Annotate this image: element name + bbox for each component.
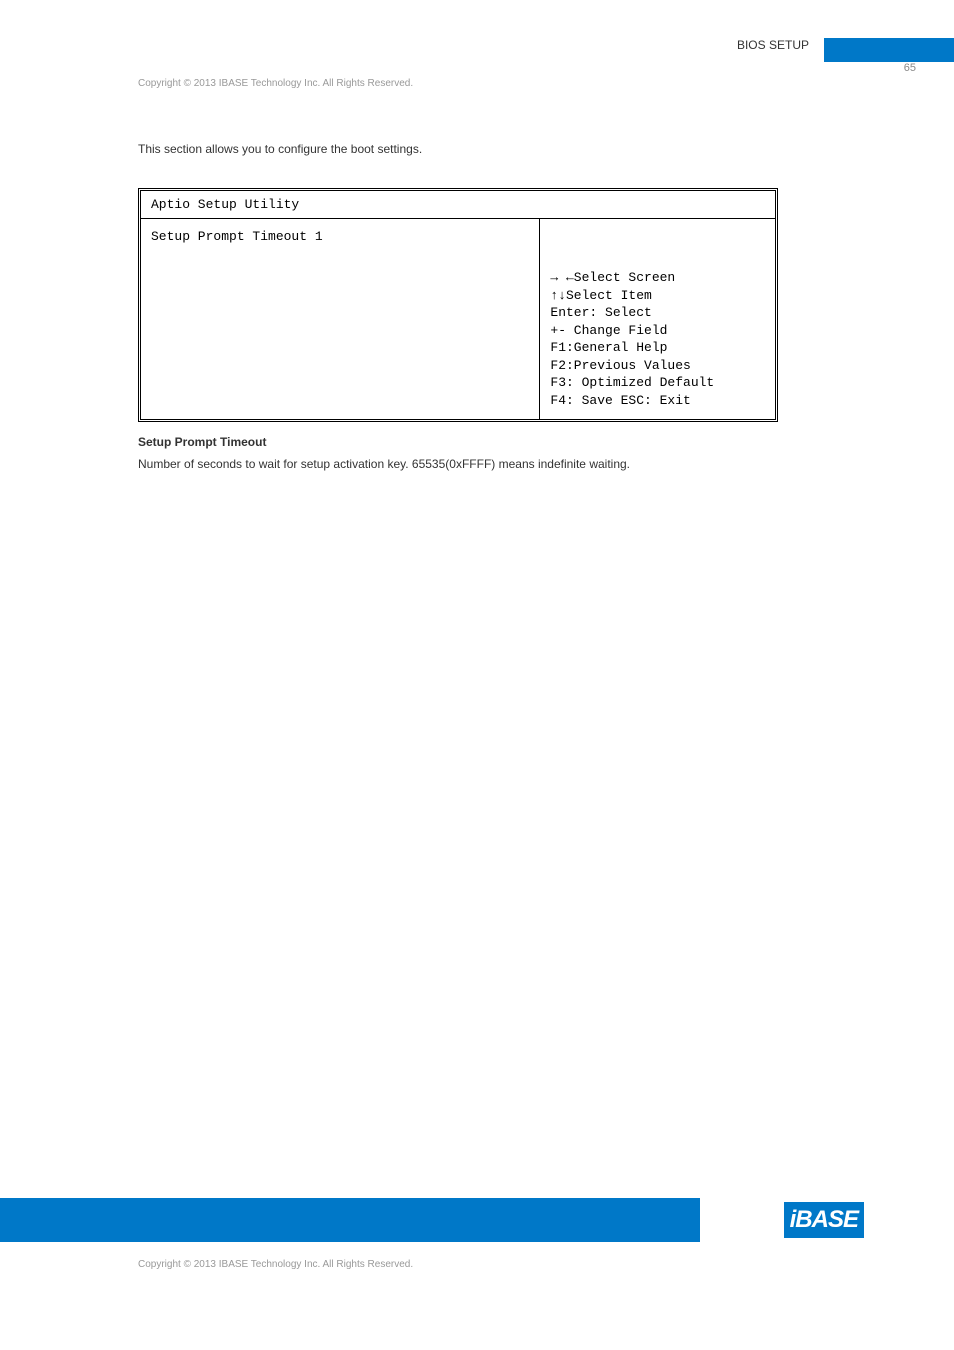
- bios-settings-panel: Setup Prompt Timeout 1: [141, 219, 540, 419]
- section-intro: This section allows you to configure the…: [138, 140, 778, 158]
- bios-title: Aptio Setup Utility: [141, 191, 775, 219]
- ibase-logo: iBASE: [784, 1198, 864, 1242]
- footer-blue-bar: [0, 1198, 700, 1242]
- help-select-item: ↑↓Select Item: [550, 287, 769, 305]
- bios-setup-box: Aptio Setup Utility Setup Prompt Timeout…: [138, 188, 778, 422]
- header-blue-bar: [824, 38, 954, 62]
- help-select-screen: → ←Select Screen: [550, 269, 769, 287]
- page-number: 65: [904, 62, 916, 74]
- help-change-field: +- Change Field: [550, 322, 769, 340]
- help-previous-values: F2:Previous Values: [550, 357, 769, 375]
- help-save-exit: F4: Save ESC: Exit: [550, 392, 769, 410]
- help-general-help: F1:General Help: [550, 339, 769, 357]
- ibase-logo-text: iBASE: [784, 1202, 864, 1238]
- help-optimized-default: F3: Optimized Default: [550, 374, 769, 392]
- bios-body: Setup Prompt Timeout 1 → ←Select Screen …: [141, 219, 775, 419]
- help-enter-select: Enter: Select: [550, 304, 769, 322]
- copyright-bottom: Copyright © 2013 IBASE Technology Inc. A…: [138, 1259, 413, 1270]
- section-label: BIOS SETUP: [737, 38, 809, 52]
- copyright-top: Copyright © 2013 IBASE Technology Inc. A…: [138, 78, 413, 89]
- setting-name: Setup Prompt Timeout: [138, 435, 266, 449]
- bios-setting-row: Setup Prompt Timeout 1: [151, 229, 323, 244]
- setting-description: Number of seconds to wait for setup acti…: [138, 455, 778, 473]
- bios-help-panel: → ←Select Screen ↑↓Select Item Enter: Se…: [540, 219, 775, 419]
- bios-help-spacer: [550, 229, 769, 269]
